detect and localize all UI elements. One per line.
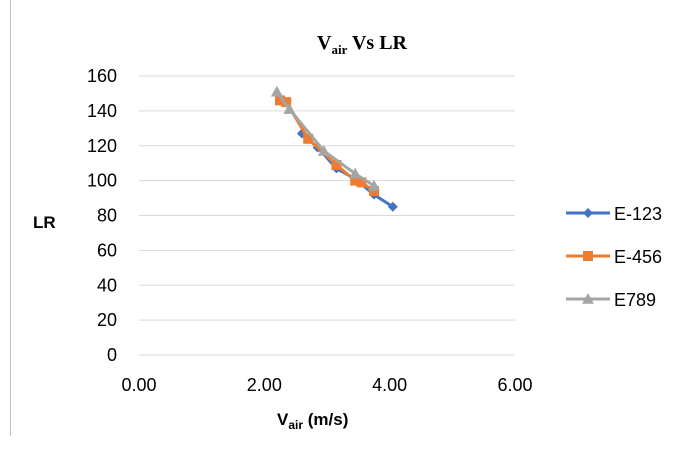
data-point-2-3 <box>349 167 362 179</box>
legend-label-0: E-123 <box>614 204 662 224</box>
x-axis-label-subscript: air <box>288 418 303 432</box>
data-point-1-1 <box>281 97 292 108</box>
data-point-1-4 <box>350 175 361 186</box>
y-tick-label: 20 <box>97 310 117 330</box>
chart-title-main: V <box>317 32 332 54</box>
x-tick-label: 4.00 <box>372 375 407 395</box>
data-point-1-0 <box>275 95 285 106</box>
x-tick-label: 2.00 <box>247 375 282 395</box>
x-axis-label: Vair (m/s) <box>277 410 348 432</box>
x-axis-label-rest: (m/s) <box>303 410 348 429</box>
y-axis-label: LR <box>33 213 56 232</box>
chart-title: Vair Vs LR <box>317 32 408 57</box>
y-tick-label: 160 <box>87 66 117 86</box>
series-2 <box>270 85 380 191</box>
legend-label-1: E-456 <box>614 247 662 267</box>
y-tick-label: 140 <box>87 101 117 121</box>
legend-marker-2 <box>582 293 594 304</box>
series-line-2 <box>275 90 375 188</box>
left-border-line <box>10 0 11 436</box>
chart-title-subscript: air <box>331 42 347 57</box>
legend-marker-1 <box>583 251 593 261</box>
x-tick-label: 0.00 <box>121 375 156 395</box>
legend-marker-0 <box>583 208 593 218</box>
legend: E-123 E-456 E789 <box>566 204 662 310</box>
y-tick-labels: 0 20 40 60 80 100 120 140 160 <box>87 66 117 365</box>
x-axis-label-main: V <box>277 410 289 429</box>
y-tick-label: 120 <box>87 136 117 156</box>
series-layer <box>270 85 398 212</box>
data-point-1-6 <box>369 186 379 197</box>
series-1 <box>275 95 379 197</box>
data-point-2-2 <box>317 144 330 156</box>
data-point-2-1 <box>283 103 296 114</box>
data-point-2-4 <box>368 179 380 191</box>
y-tick-label: 100 <box>87 171 117 191</box>
x-tick-labels: 0.00 2.00 4.00 6.00 <box>121 375 532 395</box>
data-point-2-0 <box>270 85 283 97</box>
data-point-1-2 <box>303 133 314 144</box>
legend-label-2: E789 <box>614 290 656 310</box>
y-tick-label: 80 <box>97 206 117 226</box>
data-point-1-3 <box>331 159 342 170</box>
x-tick-label: 6.00 <box>497 375 532 395</box>
data-point-0-5 <box>387 201 398 212</box>
data-point-1-5 <box>356 177 367 188</box>
y-tick-label: 60 <box>97 240 117 260</box>
gridlines <box>139 75 515 356</box>
y-tick-label: 40 <box>97 275 117 295</box>
y-tick-label: 0 <box>107 345 117 365</box>
chart-title-rest: Vs LR <box>347 32 407 54</box>
